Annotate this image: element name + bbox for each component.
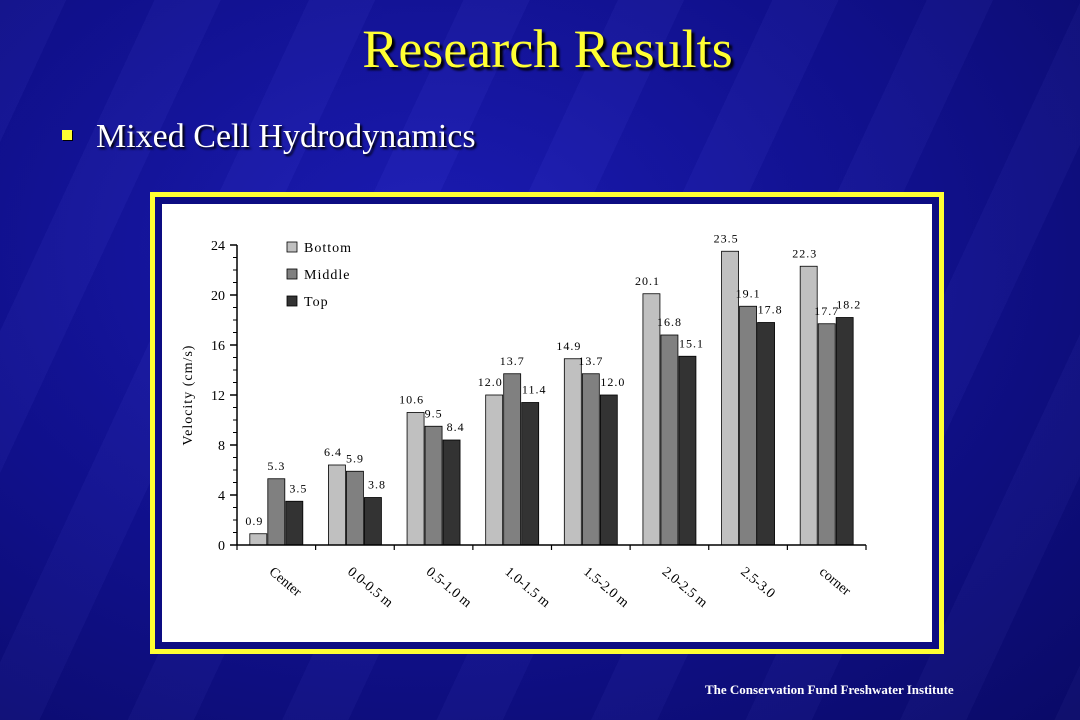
bar-top	[364, 497, 382, 546]
chart-area: 0.9 6.4 10.6 12.0 14.9 20.1 23.5 22.3 5.3 5.9 9.5 1…	[162, 204, 932, 642]
data-label: 18.2	[836, 298, 861, 312]
x-tick-label: Center	[266, 565, 304, 601]
data-label: 9.5	[425, 406, 443, 420]
data-label: 10.6	[399, 393, 424, 407]
bar-top	[285, 500, 304, 546]
bar-middle	[424, 425, 443, 546]
legend-label-bottom: Bottom	[304, 241, 352, 256]
data-label: 12.0	[478, 375, 503, 389]
x-tick-label: corner	[816, 565, 853, 600]
data-label: 23.5	[714, 231, 739, 245]
bar-top	[599, 394, 618, 546]
data-label: 5.3	[267, 459, 285, 473]
legend-swatch-bottom	[286, 241, 298, 253]
legend-label-middle: Middle	[304, 268, 350, 283]
chart-frame: 0.9 6.4 10.6 12.0 14.9 20.1 23.5 22.3 5.3 5.9 9.5 1…	[150, 192, 944, 654]
data-label: 3.8	[368, 478, 386, 492]
bar-bottom	[406, 412, 425, 546]
data-label: 17.7	[814, 304, 839, 318]
x-tick-label: 1.0-1.5 m	[502, 565, 553, 611]
data-label: 0.9	[245, 514, 263, 528]
bar-bottom	[328, 464, 346, 546]
y-tick-label: 4	[218, 489, 225, 504]
bar-bottom	[249, 533, 268, 546]
x-tick-label: 1.5-2.0 m	[580, 565, 631, 611]
data-label: 17.8	[758, 303, 783, 317]
bar-top	[442, 439, 461, 546]
bullet-text: Mixed Cell Hydrodynamics	[96, 118, 476, 155]
bullet-item: Mixed Cell Hydrodynamics	[62, 118, 476, 156]
data-label: 13.7	[578, 354, 603, 368]
data-label: 16.8	[657, 315, 682, 329]
bar-middle	[503, 373, 522, 546]
x-tick-label: 2.0-2.5 m	[659, 565, 710, 611]
y-tick-label: 0	[218, 539, 225, 554]
y-tick-label: 8	[218, 439, 225, 454]
data-label: 11.4	[522, 383, 547, 397]
bar-middle	[817, 323, 836, 546]
bar-top	[757, 322, 775, 546]
data-label: 6.4	[324, 445, 342, 459]
y-tick-label: 16	[211, 339, 225, 354]
data-label: 22.3	[792, 246, 817, 260]
bar-bottom	[642, 293, 661, 546]
data-label: 15.1	[679, 336, 704, 350]
bar-chart: 0.9 6.4 10.6 12.0 14.9 20.1 23.5 22.3 5.3 5.9 9.5 1…	[181, 231, 867, 611]
bar-middle	[660, 334, 679, 546]
data-label: 14.9	[556, 339, 581, 353]
bar-bottom	[485, 394, 504, 546]
footer-credit: The Conservation Fund Freshwater Institu…	[705, 682, 954, 697]
bar-top	[835, 317, 854, 546]
slide-title: Research Results	[362, 19, 733, 79]
y-tick-label: 24	[211, 239, 225, 254]
bar-bottom	[563, 358, 582, 546]
y-tick-label: 12	[211, 389, 225, 404]
bar-top	[678, 355, 697, 546]
data-label: 12.0	[600, 375, 625, 389]
bar-middle	[581, 373, 600, 546]
x-tick-label: 0.0-0.5 m	[344, 565, 395, 611]
data-label: 20.1	[635, 274, 660, 288]
data-label: 5.9	[346, 451, 364, 465]
bullet-square-icon	[62, 130, 72, 141]
bar-middle	[739, 305, 757, 546]
legend-swatch-middle	[286, 268, 298, 280]
bar-top	[521, 402, 540, 546]
chart-frame-inner: 0.9 6.4 10.6 12.0 14.9 20.1 23.5 22.3 5.3 5.9 9.5 1…	[155, 197, 939, 649]
data-label: 19.1	[736, 286, 761, 300]
x-tick-label: 2.5-3.0	[737, 565, 777, 602]
legend-label-top: Top	[304, 295, 329, 310]
data-label: 8.4	[447, 420, 465, 434]
bar-middle	[346, 470, 364, 546]
data-label: 3.5	[289, 481, 307, 495]
x-tick-label: 0.5-1.0 m	[423, 565, 474, 611]
data-label: 13.7	[500, 354, 525, 368]
y-axis-label: Velocity (cm/s)	[181, 345, 196, 446]
legend-swatch-top	[286, 295, 298, 307]
bar-middle	[267, 478, 286, 546]
y-tick-label: 20	[211, 289, 225, 304]
